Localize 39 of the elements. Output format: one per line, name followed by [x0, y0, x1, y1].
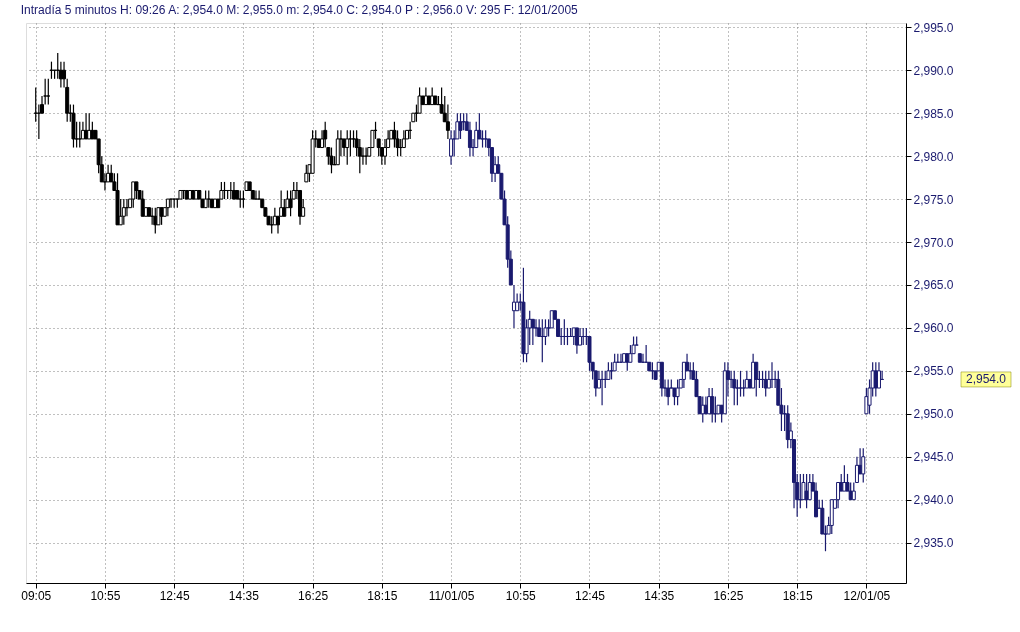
- y-tick-label: 2,995.0: [913, 20, 954, 35]
- text: 2,954.0: [965, 372, 1007, 387]
- y-tick-label: 2,980.0: [913, 149, 954, 164]
- y-tick-label: 2,945.0: [913, 450, 954, 465]
- x-tick-label: 11/01/05: [428, 588, 475, 603]
- y-tick-label: 2,935.0: [913, 536, 954, 551]
- x-tick-label: 10:55: [90, 588, 121, 603]
- x-tick-label: 16:25: [298, 588, 329, 603]
- y-tick-label: 2,970.0: [913, 235, 954, 250]
- chart-title: Intradía 5 minutos H: 09:26 A: 2,954.0 M: 2,955.0 m: 2,954.0 C: 2,954.0 P : 2,956.0 V: 295 F: 12/01/2005: [20, 3, 579, 18]
- candlestick: [876, 361, 881, 389]
- y-tick-label: 2,955.0: [913, 364, 954, 379]
- y-tick-label: 2,975.0: [913, 192, 954, 207]
- x-tick-label: 14:35: [644, 588, 675, 603]
- candlestick: [46, 78, 51, 106]
- candlestick: [467, 121, 472, 157]
- candlestick: [804, 473, 809, 509]
- candlestick: [732, 370, 737, 406]
- y-tick-label: 2,960.0: [913, 321, 954, 336]
- y-tick-label: 2,950.0: [913, 407, 954, 422]
- x-tick-label: 14:35: [228, 588, 260, 603]
- x-tick-label: 12:45: [159, 588, 190, 603]
- x-tick-label: 09:05: [21, 588, 52, 603]
- candlestick: [62, 61, 67, 89]
- y-tick-label: 2,965.0: [913, 278, 954, 293]
- y-tick-label: 2,990.0: [913, 63, 954, 78]
- x-tick-label: 16:25: [713, 588, 744, 603]
- candlestick: [735, 378, 740, 406]
- x-tick-label: 18:15: [782, 588, 814, 603]
- y-tick-label: 2,940.0: [913, 493, 954, 508]
- x-tick-label: 12/01/05: [843, 588, 891, 603]
- candlestick: [530, 318, 535, 346]
- x-tick-label: 12:45: [574, 588, 606, 603]
- candlestick: [360, 146, 365, 166]
- x-tick-label: 18:15: [367, 588, 398, 603]
- x-tick-label: 10:55: [505, 588, 537, 603]
- candlestick: [445, 104, 450, 140]
- candlestick: [861, 447, 866, 484]
- y-tick-label: 2,985.0: [913, 106, 954, 121]
